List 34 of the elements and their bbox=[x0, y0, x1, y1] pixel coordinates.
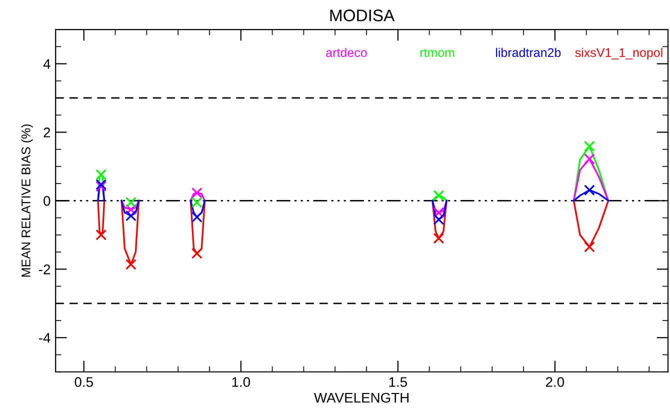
point bbox=[125, 210, 136, 222]
point bbox=[584, 153, 595, 164]
point bbox=[433, 214, 444, 226]
y-tick-label: -2 bbox=[39, 264, 50, 274]
point bbox=[584, 184, 595, 196]
text: sixsV1_1_nopol bbox=[575, 48, 662, 60]
y-tick-label: 0 bbox=[44, 196, 50, 206]
point bbox=[191, 248, 202, 259]
point bbox=[433, 232, 444, 244]
point bbox=[96, 169, 107, 180]
point bbox=[125, 258, 136, 270]
y-tick-label: 2 bbox=[44, 128, 50, 138]
y-tick-label: 4 bbox=[43, 59, 50, 69]
point bbox=[433, 190, 444, 202]
text: libradtran2b bbox=[496, 48, 561, 58]
point bbox=[125, 196, 136, 208]
x-axis-title: WAVELENGTH bbox=[314, 392, 409, 403]
x-tick-label: 1.5 bbox=[389, 377, 407, 387]
chart-title: MODISA bbox=[330, 10, 395, 22]
point bbox=[191, 196, 202, 208]
point bbox=[584, 140, 595, 152]
text: artdeco bbox=[326, 48, 367, 58]
y-axis-title: MEAN RELATIVE BIAS (%) bbox=[21, 124, 33, 277]
x-tick-label: 2.0 bbox=[546, 377, 564, 387]
point bbox=[433, 207, 444, 218]
point bbox=[584, 241, 595, 252]
x-tick-label: 1.0 bbox=[232, 377, 250, 387]
point bbox=[191, 212, 202, 223]
point bbox=[191, 187, 202, 198]
point bbox=[125, 204, 136, 216]
point bbox=[96, 229, 107, 240]
y-tick-label: -4 bbox=[39, 333, 50, 343]
x-tick-label: 0.5 bbox=[74, 377, 93, 387]
text: rtmom bbox=[420, 48, 454, 58]
